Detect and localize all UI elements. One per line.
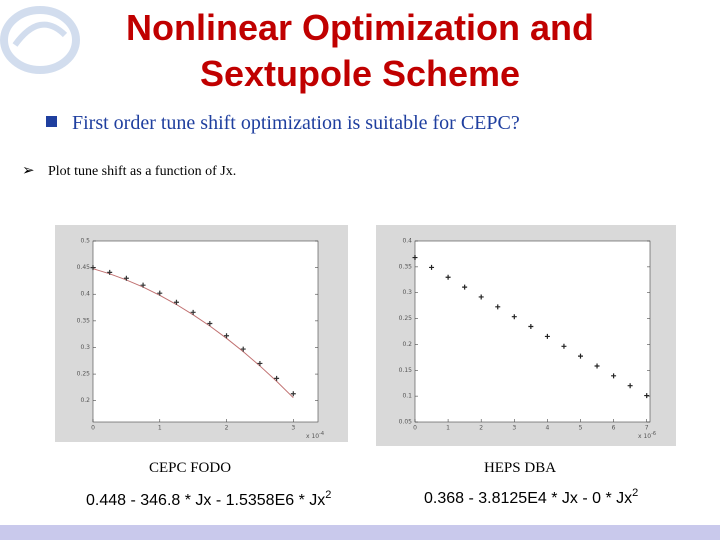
data-point [257, 360, 263, 366]
data-point [123, 275, 129, 281]
caption: HEPS DBA [484, 460, 556, 476]
data-point [157, 290, 163, 296]
footer-bar [0, 525, 720, 540]
plot-area [92, 240, 319, 423]
x-multiplier-exp: -4 [319, 431, 324, 437]
formula: 0.368 - 3.8125E4 * Jx - 0 * Jx2 [424, 487, 638, 507]
data-point [478, 294, 484, 300]
x-tick-label: 5 [579, 425, 583, 432]
x-tick-label: 0 [91, 425, 95, 432]
data-point [528, 324, 534, 330]
data-point [462, 284, 468, 290]
bullet-marker [46, 116, 57, 127]
y-tick-label: 0.05 [399, 419, 413, 426]
x-tick-label: 2 [225, 425, 229, 432]
data-point [594, 363, 600, 369]
data-point [107, 269, 113, 275]
x-tick-label: 6 [612, 425, 616, 432]
data-point [90, 265, 96, 271]
data-point [207, 321, 213, 327]
data-point [544, 333, 550, 339]
data-point [224, 333, 230, 339]
data-point [577, 353, 583, 359]
x-tick-label: 2 [479, 425, 483, 432]
arrow-marker: ➢ [22, 162, 35, 179]
x-multiplier-base: x 10 [638, 433, 651, 440]
x-tick-label: 1 [446, 425, 450, 432]
y-tick-label: 0.5 [80, 238, 90, 245]
data-point [429, 264, 435, 270]
formula-text: 0.368 - 3.8125E4 * Jx - 0 * Jx [424, 490, 632, 507]
data-point [561, 343, 567, 349]
x-tick-label: 4 [545, 425, 549, 432]
x-multiplier-exp: -6 [651, 431, 656, 437]
data-point [190, 309, 196, 315]
y-tick-label: 0.15 [399, 367, 413, 374]
title-line: Nonlinear Optimization and [126, 7, 594, 48]
data-point [274, 375, 280, 381]
formula-text: 0.448 - 346.8 * Jx - 1.5358E6 * Jx [86, 492, 325, 509]
y-tick-label: 0.35 [77, 317, 91, 324]
logo [0, 6, 80, 74]
x-tick-label: 1 [158, 425, 162, 432]
x-multiplier: x 10-4 [306, 431, 324, 440]
y-tick-label: 0.2 [80, 397, 90, 404]
data-point [173, 299, 179, 305]
y-tick-label: 0.35 [399, 263, 413, 270]
y-tick-label: 0.45 [77, 264, 91, 271]
data-point [644, 393, 650, 399]
data-point [511, 314, 517, 320]
formula-power: 2 [632, 487, 638, 499]
bullet-text: First order tune shift optimization is s… [72, 112, 520, 134]
data-point [290, 391, 296, 397]
x-tick-label: 3 [512, 425, 516, 432]
y-tick-label: 0.4 [80, 291, 90, 298]
sub-bullet-text: Plot tune shift as a function of Jx. [48, 164, 236, 179]
data-point [445, 274, 451, 280]
formula-power: 2 [325, 489, 331, 501]
formula: 0.448 - 346.8 * Jx - 1.5358E6 * Jx2 [86, 489, 331, 509]
data-point [412, 255, 418, 261]
data-point [627, 383, 633, 389]
x-tick-label: 7 [645, 425, 649, 432]
data-point [495, 304, 501, 310]
data-point [611, 373, 617, 379]
y-tick-label: 0.3 [402, 289, 412, 296]
y-tick-label: 0.4 [402, 238, 412, 245]
caption: CEPC FODO [149, 460, 231, 476]
y-tick-label: 0.25 [77, 371, 91, 378]
x-tick-label: 3 [291, 425, 295, 432]
x-multiplier: x 10-6 [638, 431, 656, 440]
data-point [140, 282, 146, 288]
y-tick-label: 0.2 [402, 341, 412, 348]
title-line: Sextupole Scheme [200, 53, 520, 94]
data-point [240, 346, 246, 352]
x-multiplier-base: x 10 [306, 433, 319, 440]
plot-area [414, 240, 651, 423]
y-tick-label: 0.25 [399, 315, 413, 322]
y-tick-label: 0.1 [402, 393, 412, 400]
x-tick-label: 0 [413, 425, 417, 432]
y-tick-label: 0.3 [80, 344, 90, 351]
